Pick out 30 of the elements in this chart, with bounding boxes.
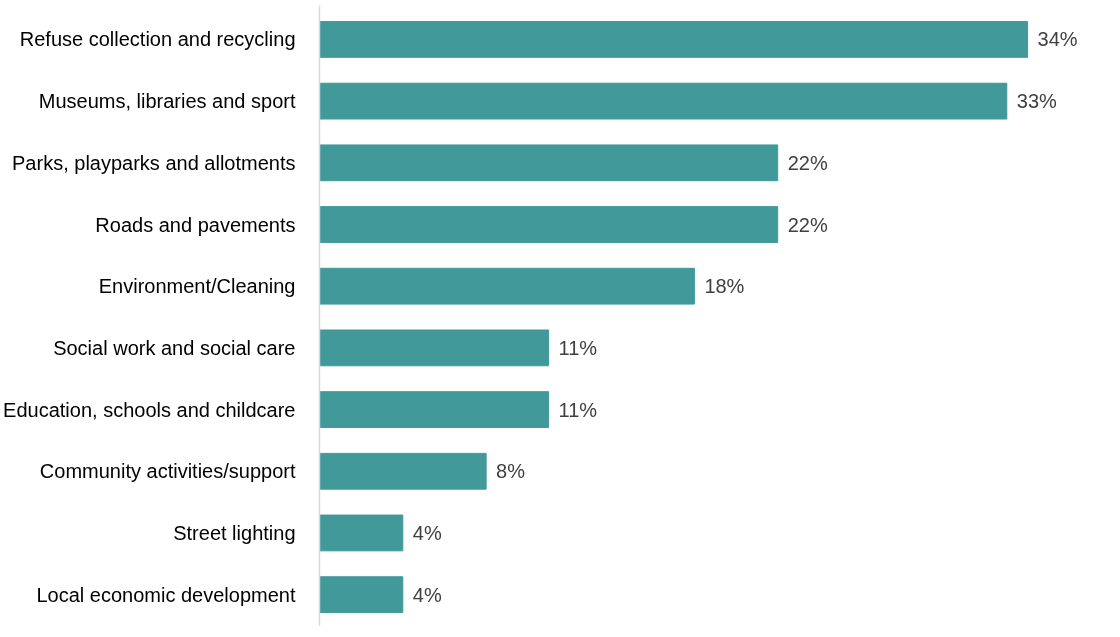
data-label: 33% <box>1016 90 1058 113</box>
data-label: 11% <box>558 398 598 421</box>
bar <box>319 21 1029 58</box>
bar <box>319 144 779 182</box>
bar <box>319 452 487 490</box>
bar <box>319 391 550 428</box>
y-tick-label: Museums, libraries and sport <box>38 90 296 113</box>
data-label: 22% <box>787 213 828 236</box>
bar <box>319 576 404 614</box>
y-tick-label: Environment/Cleaning <box>98 275 296 298</box>
y-tick-label: Social work and social care <box>53 336 296 359</box>
data-label: 11% <box>558 336 598 359</box>
y-tick-label: Parks, playparks and allotments <box>12 151 296 174</box>
data-label: 4% <box>412 583 442 606</box>
data-label: 34% <box>1037 28 1078 51</box>
bar <box>319 329 550 367</box>
y-tick-label: Education, schools and childcare <box>3 398 296 421</box>
y-tick-label: Community activities/support <box>39 460 296 483</box>
y-tick-label: Roads and pavements <box>95 213 296 236</box>
data-label: 4% <box>412 521 442 544</box>
y-tick-label: Refuse collection and recycling <box>19 28 296 51</box>
data-label: 18% <box>704 275 745 298</box>
data-label: 8% <box>496 460 526 483</box>
bar <box>319 267 695 305</box>
data-label: 22% <box>787 151 828 174</box>
bar <box>319 206 779 243</box>
bar <box>319 514 404 552</box>
y-tick-label: Local economic development <box>36 583 296 606</box>
y-tick-label: Street lighting <box>173 521 296 544</box>
bar <box>319 82 1008 120</box>
